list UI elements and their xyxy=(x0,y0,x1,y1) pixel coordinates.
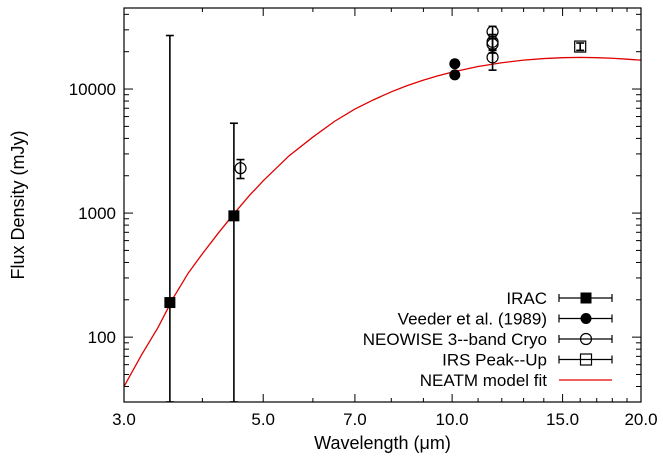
x-tick-labels: 3.0 5.0 7.0 10.0 15.0 20.0 xyxy=(112,410,657,429)
legend-label: IRAC xyxy=(506,289,547,308)
x-tick-label: 7.0 xyxy=(343,410,367,429)
legend-entry: IRAC xyxy=(506,289,613,308)
y-tick-labels: 100 1000 10000 xyxy=(69,80,116,347)
plot-frame xyxy=(123,7,642,403)
legend-entry: NEATM model fit xyxy=(420,371,612,390)
x-tick-label: 20.0 xyxy=(624,410,657,429)
data-points-layer xyxy=(164,25,587,402)
open-circle-marker xyxy=(234,162,247,175)
legend-label: NEATM model fit xyxy=(420,371,547,390)
filled-circle-marker xyxy=(580,313,592,324)
y-axis-title: Flux Density (mJy) xyxy=(8,130,28,279)
open-square-marker xyxy=(574,40,587,53)
neatm-model-curve xyxy=(124,56,641,387)
filled-square-marker xyxy=(164,297,176,309)
legend-label: NEOWISE 3--band Cryo xyxy=(363,330,547,349)
x-tick-label: 10.0 xyxy=(436,410,469,429)
y-tick-label: 10000 xyxy=(69,80,116,99)
legend: IRAC Veeder et al. (1989)NEOWISE 3--band … xyxy=(363,289,613,390)
x-axis-title: Wavelength (μm) xyxy=(314,433,451,453)
legend-label: Veeder et al. (1989) xyxy=(398,310,547,329)
y-tick-label: 1000 xyxy=(78,204,116,223)
legend-entry: IRS Peak--Up xyxy=(442,351,613,370)
filled-circle-marker xyxy=(449,58,461,70)
open-circle-marker xyxy=(579,332,593,346)
filled-circle-marker xyxy=(449,69,461,81)
x-tick-label: 3.0 xyxy=(112,410,136,429)
model-curve-layer xyxy=(124,56,641,387)
filled-square-marker xyxy=(228,210,240,222)
open-circle-marker xyxy=(486,51,499,64)
x-tick-label: 5.0 xyxy=(251,410,275,429)
y-tick-label: 100 xyxy=(88,328,116,347)
legend-entry: NEOWISE 3--band Cryo xyxy=(363,330,613,349)
open-square-marker xyxy=(579,353,593,366)
filled-square-marker xyxy=(580,292,592,304)
x-tick-label: 15.0 xyxy=(546,410,579,429)
legend-label: IRS Peak--Up xyxy=(442,351,547,370)
legend-entry: Veeder et al. (1989) xyxy=(398,310,613,329)
